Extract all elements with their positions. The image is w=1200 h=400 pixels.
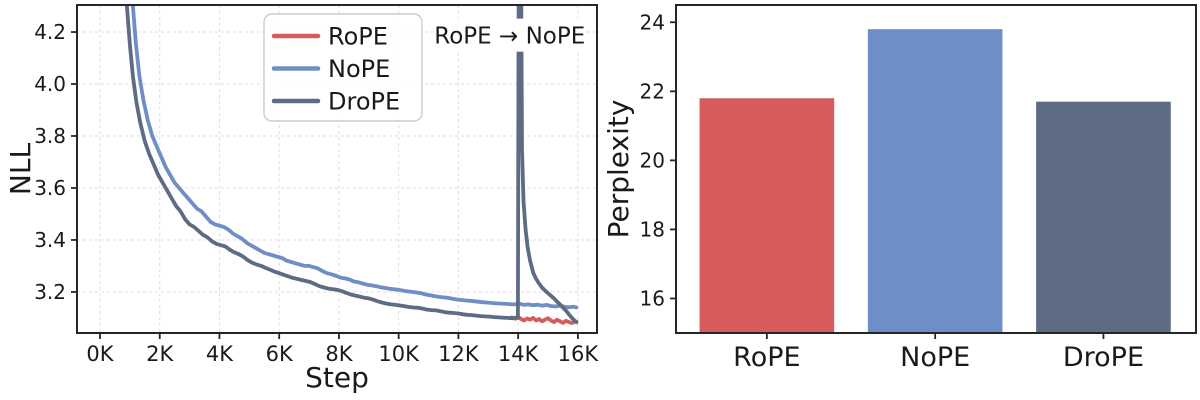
y-tick-label: 22 bbox=[640, 79, 665, 103]
y-tick-label: 3.6 bbox=[34, 176, 66, 200]
annotation-rope-to-nope: RoPE → NoPE bbox=[434, 24, 585, 50]
x-tick-label: 14K bbox=[498, 342, 540, 366]
x-axis-label-step: Step bbox=[305, 361, 369, 394]
annotation-bg bbox=[435, 18, 584, 52]
y-tick-label: 16 bbox=[640, 286, 665, 310]
bar-nope bbox=[867, 29, 1003, 333]
category-label-drope: DroPE bbox=[1063, 342, 1144, 373]
y-axis-label-perplexity: Perplexity bbox=[602, 100, 635, 239]
series-group bbox=[124, 5, 579, 326]
perplexity-bar-chart: 16 18 20 22 24 RoPE NoPE DroPE Perplexity bbox=[602, 4, 1197, 373]
y-tick-label: 20 bbox=[640, 148, 665, 172]
nll-line-chart: RoPE → NoPE 0K 2K 4K 6K 8K 10K 12K 14K 16K 3.2 3.4 3… bbox=[4, 4, 600, 394]
x-tick-label: 16K bbox=[558, 342, 600, 366]
series-drope-line bbox=[124, 5, 579, 324]
category-label-nope: NoPE bbox=[900, 342, 970, 373]
legend-box bbox=[263, 13, 423, 122]
y-axis-label-nll: NLL bbox=[4, 143, 37, 196]
bar-drope bbox=[1036, 101, 1171, 334]
y-tick-label: 4.2 bbox=[34, 20, 66, 44]
y-tick-label: 3.4 bbox=[34, 228, 66, 252]
legend: RoPE NoPE DroPE bbox=[263, 13, 423, 122]
series-rope-line bbox=[509, 314, 579, 326]
x-tick-label: 2K bbox=[146, 342, 174, 366]
category-label-rope: RoPE bbox=[733, 342, 800, 373]
x-tick-label: 10K bbox=[378, 342, 420, 366]
y-tick-label: 3.2 bbox=[34, 280, 66, 304]
series-nope-line bbox=[130, 5, 579, 310]
y-tick-label: 18 bbox=[640, 217, 665, 241]
x-tick-label: 8K bbox=[325, 342, 353, 366]
bar-rope bbox=[699, 98, 835, 333]
y-tick-label: 24 bbox=[640, 10, 665, 34]
x-tick-label: 12K bbox=[438, 342, 480, 366]
legend-label-drope: DroPE bbox=[328, 88, 400, 116]
x-tick-label: 0K bbox=[86, 342, 114, 366]
x-tick-label: 6K bbox=[266, 342, 294, 366]
y-tick-label: 3.8 bbox=[34, 124, 66, 148]
y-tick-label: 4.0 bbox=[34, 72, 66, 96]
axes-box bbox=[76, 4, 598, 334]
legend-label-nope: NoPE bbox=[328, 55, 390, 83]
x-tick-label: 4K bbox=[206, 342, 234, 366]
legend-label-rope: RoPE bbox=[328, 23, 388, 51]
